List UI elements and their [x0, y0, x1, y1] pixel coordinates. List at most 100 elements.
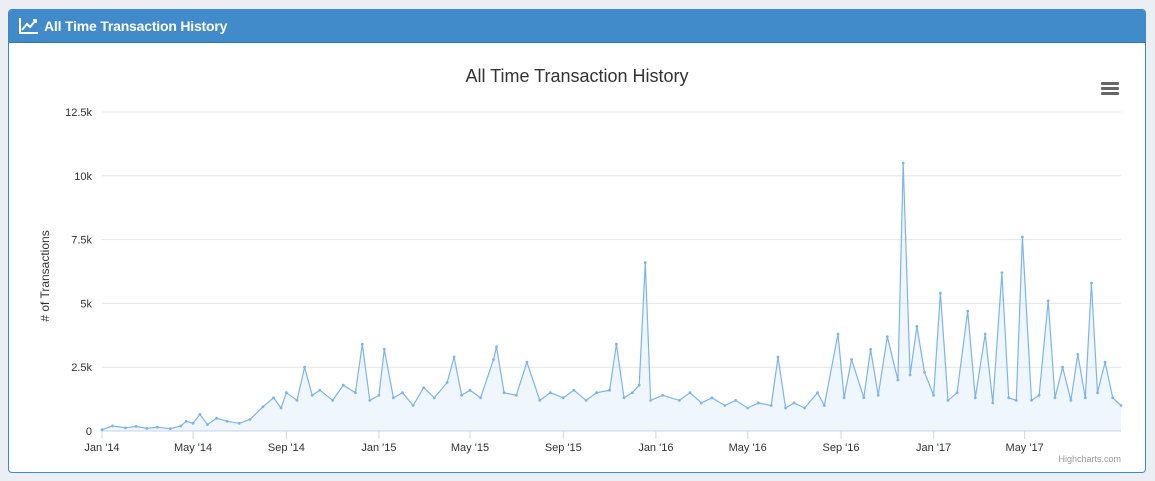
data-point[interactable]	[168, 427, 172, 431]
data-point[interactable]	[191, 421, 195, 425]
data-point[interactable]	[734, 399, 737, 402]
data-point[interactable]	[885, 335, 889, 338]
data-point[interactable]	[422, 386, 426, 389]
data-point[interactable]	[816, 391, 819, 395]
data-point[interactable]	[595, 391, 599, 395]
data-point[interactable]	[1037, 393, 1041, 397]
data-point[interactable]	[876, 393, 880, 397]
data-point[interactable]	[1046, 299, 1050, 303]
data-point[interactable]	[279, 406, 283, 410]
data-point[interactable]	[850, 358, 853, 361]
data-point[interactable]	[538, 399, 542, 402]
data-point[interactable]	[836, 332, 840, 336]
hamburger-menu-icon[interactable]	[1101, 82, 1119, 95]
data-point[interactable]	[156, 425, 159, 429]
data-point[interactable]	[445, 381, 449, 384]
data-point[interactable]	[1000, 271, 1004, 275]
data-point[interactable]	[341, 383, 345, 387]
data-point[interactable]	[495, 345, 498, 349]
data-point[interactable]	[1083, 396, 1087, 400]
data-point[interactable]	[198, 413, 202, 416]
data-point[interactable]	[460, 393, 463, 397]
data-point[interactable]	[932, 393, 935, 397]
data-point[interactable]	[631, 391, 634, 395]
data-point[interactable]	[237, 421, 241, 425]
data-point[interactable]	[661, 393, 665, 397]
data-point[interactable]	[822, 404, 826, 407]
data-point[interactable]	[608, 388, 611, 392]
data-point[interactable]	[100, 428, 104, 432]
data-point[interactable]	[649, 399, 652, 402]
data-point[interactable]	[776, 355, 780, 359]
data-point[interactable]	[360, 342, 364, 346]
data-point[interactable]	[502, 391, 506, 395]
data-point[interactable]	[1119, 404, 1123, 407]
data-point[interactable]	[377, 393, 381, 397]
data-point[interactable]	[1021, 235, 1024, 239]
data-point[interactable]	[688, 391, 692, 395]
data-point[interactable]	[769, 404, 773, 407]
data-point[interactable]	[392, 396, 395, 400]
data-point[interactable]	[111, 424, 114, 428]
data-point[interactable]	[206, 423, 209, 426]
data-point[interactable]	[572, 388, 576, 392]
data-point[interactable]	[723, 404, 727, 407]
data-point[interactable]	[318, 388, 322, 392]
data-point[interactable]	[862, 396, 866, 400]
data-point[interactable]	[134, 425, 138, 428]
data-point[interactable]	[401, 391, 404, 395]
data-point[interactable]	[1103, 360, 1107, 364]
data-point[interactable]	[1096, 391, 1099, 395]
data-point[interactable]	[145, 427, 149, 430]
data-point[interactable]	[803, 406, 806, 410]
data-point[interactable]	[468, 388, 472, 392]
data-point[interactable]	[354, 391, 357, 395]
data-point[interactable]	[1111, 396, 1115, 400]
data-point[interactable]	[710, 396, 714, 400]
data-point[interactable]	[637, 383, 641, 387]
data-point[interactable]	[411, 404, 415, 407]
data-point[interactable]	[842, 396, 846, 400]
data-point[interactable]	[784, 406, 787, 410]
data-point[interactable]	[1076, 353, 1080, 356]
data-point[interactable]	[966, 309, 970, 313]
data-point[interactable]	[248, 418, 252, 421]
data-point[interactable]	[901, 161, 905, 165]
data-point[interactable]	[869, 347, 872, 351]
data-point[interactable]	[946, 399, 950, 402]
data-point[interactable]	[678, 399, 681, 402]
data-point[interactable]	[643, 261, 647, 264]
data-point[interactable]	[285, 391, 288, 395]
data-point[interactable]	[700, 401, 703, 405]
data-point[interactable]	[525, 360, 529, 364]
data-point[interactable]	[1090, 281, 1093, 285]
data-point[interactable]	[955, 391, 959, 395]
data-point[interactable]	[215, 416, 219, 420]
data-point[interactable]	[908, 373, 912, 377]
data-point[interactable]	[452, 355, 456, 359]
data-point[interactable]	[1030, 399, 1033, 402]
data-point[interactable]	[331, 399, 335, 402]
data-point[interactable]	[792, 401, 796, 405]
data-point[interactable]	[124, 426, 127, 430]
data-point[interactable]	[615, 342, 618, 346]
data-point[interactable]	[973, 396, 977, 400]
data-point[interactable]	[261, 405, 265, 409]
data-point[interactable]	[303, 365, 306, 369]
data-point[interactable]	[479, 396, 482, 400]
data-point[interactable]	[432, 396, 436, 400]
data-point[interactable]	[622, 396, 626, 400]
data-point[interactable]	[991, 401, 995, 405]
data-point[interactable]	[896, 378, 900, 382]
data-point[interactable]	[746, 406, 750, 410]
data-point[interactable]	[225, 419, 229, 423]
data-point[interactable]	[923, 370, 926, 374]
data-point[interactable]	[184, 419, 188, 423]
data-point[interactable]	[983, 332, 987, 336]
data-point[interactable]	[1007, 396, 1011, 400]
data-point[interactable]	[561, 396, 565, 400]
data-point[interactable]	[1069, 399, 1073, 402]
data-point[interactable]	[1061, 365, 1064, 369]
series-line[interactable]	[101, 162, 1122, 431]
data-point[interactable]	[514, 393, 518, 397]
